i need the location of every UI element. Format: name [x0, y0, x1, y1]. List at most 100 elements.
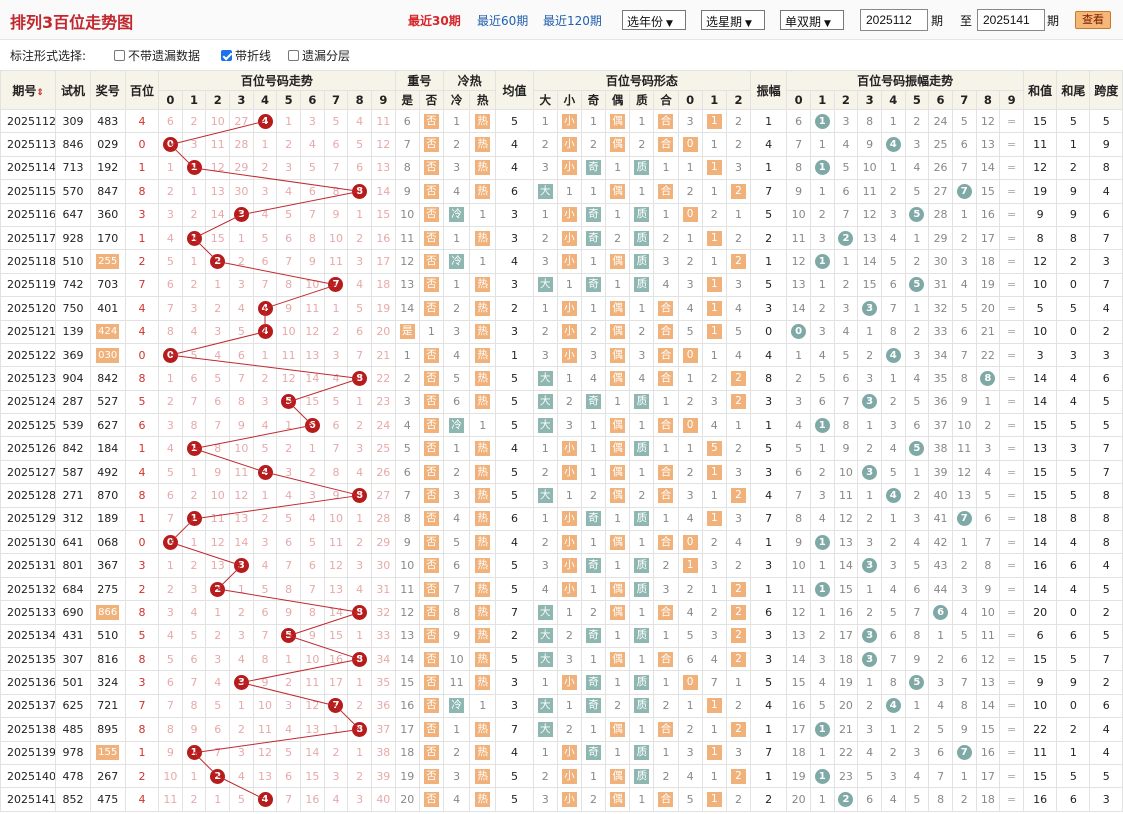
- cell-shape: 1: [629, 600, 655, 625]
- trend-cell: 11: [323, 249, 349, 274]
- trial-cell: 846: [55, 132, 91, 157]
- link-recent-120[interactable]: 最近120期: [543, 14, 602, 28]
- amp-trend-cell: 35: [928, 366, 953, 391]
- option-no-omission[interactable]: 不带遗漏数据: [114, 47, 200, 64]
- tag-shape: 偶: [610, 651, 626, 667]
- option-line[interactable]: 带折线: [221, 47, 271, 64]
- parity-select[interactable]: 单双期 ▼: [780, 10, 844, 30]
- prize-number: 155: [96, 745, 120, 761]
- amp-trend-cell: 1: [857, 670, 882, 695]
- cell-repeat: 否: [418, 155, 445, 181]
- cell-shape: 3: [725, 459, 752, 485]
- cell-shape: 1: [701, 717, 727, 742]
- amp-cell: 4: [750, 693, 788, 719]
- sum-cell: 3: [1022, 342, 1058, 368]
- cell-repeat: 否: [418, 296, 445, 321]
- tag-shape: 5: [706, 441, 722, 457]
- amp-trend-cell: 3: [928, 670, 953, 695]
- cell-shape: 1: [701, 483, 727, 508]
- amp-trend-cell: 17: [833, 623, 859, 648]
- amp-trend-cell: 5: [857, 763, 882, 789]
- cell-repeat: 14: [394, 296, 420, 321]
- cell-hotcold: 冷: [442, 413, 471, 438]
- amp-trend-cell: 18: [786, 740, 811, 765]
- trend-ball: 4: [257, 113, 273, 129]
- sum-cell: 15: [1022, 459, 1058, 485]
- trend-ball: 1: [186, 160, 202, 176]
- trend-cell: 15: [370, 202, 396, 227]
- trend-cell: 10: [229, 436, 254, 461]
- checkbox-no-omission[interactable]: [114, 50, 125, 61]
- tag-shape: 0: [682, 137, 698, 153]
- cell-hotcold: 2: [442, 459, 471, 485]
- cell-repeat: 17: [394, 717, 420, 742]
- tag-shape: 1: [706, 698, 722, 714]
- cell-shape: 2: [725, 225, 752, 251]
- hotcold-sub-header: 热: [469, 89, 497, 110]
- cell-shape: 2: [556, 389, 582, 415]
- col-shape: 百位号码形态: [532, 70, 752, 91]
- cell-shape: 3: [532, 342, 558, 368]
- from-issue-input[interactable]: [860, 9, 928, 31]
- trend-cell: 5: [181, 342, 207, 368]
- tail-cell: 0: [1056, 693, 1091, 719]
- cell-shape: 质: [629, 436, 655, 461]
- prize-cell: 847: [89, 179, 126, 204]
- trial-cell: 641: [55, 530, 91, 555]
- amp-trend-cell: 1: [809, 249, 835, 274]
- link-recent-60[interactable]: 最近60期: [477, 14, 529, 28]
- span-cell: 4: [1089, 553, 1123, 578]
- prize-cell: 189: [89, 506, 126, 532]
- amp-trend-cell: 2: [880, 179, 906, 204]
- sort-icon: ⇕: [36, 87, 44, 98]
- amp-trend-cell: 13: [786, 272, 811, 298]
- cell-hotcold: 热: [469, 646, 497, 672]
- trend-cell: 2: [252, 366, 278, 391]
- checkbox-line[interactable]: [221, 50, 232, 61]
- amp-trend-cell: 12: [786, 249, 811, 274]
- sum-cell: 15: [1022, 413, 1058, 438]
- trend-cell: 5: [300, 530, 325, 555]
- to-issue-input[interactable]: [977, 9, 1045, 31]
- amp-trend-cell: 3: [786, 389, 811, 415]
- hundred-cell: 8: [124, 179, 160, 204]
- trend-cell: 12: [276, 366, 301, 391]
- table-row: 2025139 978 155 1 9 1 7 3 12 5 14 2 1 38 18 否 2 热 4 1 小奇 1 质 1 3…: [0, 740, 1123, 765]
- tail-cell: 1: [1056, 132, 1091, 157]
- cell-shape: 5: [725, 319, 752, 344]
- cell-hotcold: 4: [442, 787, 471, 812]
- trend-cell: 7: [300, 202, 325, 227]
- mean-cell: 5: [495, 576, 534, 602]
- week-select[interactable]: 选星期 ▼: [701, 10, 765, 30]
- checkbox-layered[interactable]: [288, 50, 299, 61]
- cell-repeat: 否: [418, 179, 445, 204]
- amp-trend-cell: 6: [904, 576, 930, 602]
- query-button[interactable]: 查看: [1075, 11, 1111, 29]
- table-row: 2025131 801 367 3 1 2 13 3 4 7 6 12 3 30 10 否 6 热 5 3 小奇 1 质 2 1…: [0, 553, 1123, 578]
- amp-trend-cell: 5: [951, 108, 977, 134]
- cell-shape: 3: [532, 553, 558, 578]
- trend-digit-header: 0: [158, 89, 183, 110]
- cell-hotcold: 5: [442, 530, 471, 555]
- amp-trend-cell: 4: [880, 132, 906, 157]
- issue-cell: 2025118: [0, 249, 57, 274]
- tag-shape: 大: [537, 651, 553, 667]
- link-recent-30[interactable]: 最近30期: [408, 14, 461, 28]
- tag-shape: 质: [634, 511, 650, 527]
- mean-cell: 3: [495, 693, 534, 719]
- tag-hotcold: 热: [475, 745, 491, 761]
- cell-shape: 0: [677, 530, 703, 555]
- year-select[interactable]: 选年份 ▼: [622, 10, 686, 30]
- amp-trend-cell: 26: [928, 155, 953, 181]
- amp-trend-cell: 5: [786, 436, 811, 461]
- trend-ball: 0: [162, 137, 178, 153]
- trend-cell: 3: [205, 646, 231, 672]
- amp-trend-cell: 5: [880, 249, 906, 274]
- option-layered[interactable]: 遗漏分层: [288, 47, 350, 64]
- cell-shape: 1: [532, 296, 558, 321]
- cell-shape: 1: [605, 740, 631, 765]
- amp-trend-cell: 2: [857, 436, 882, 461]
- col-issue[interactable]: 期号⇕: [0, 70, 57, 110]
- trend-cell: 2: [252, 506, 278, 532]
- trial-cell: 485: [55, 717, 91, 742]
